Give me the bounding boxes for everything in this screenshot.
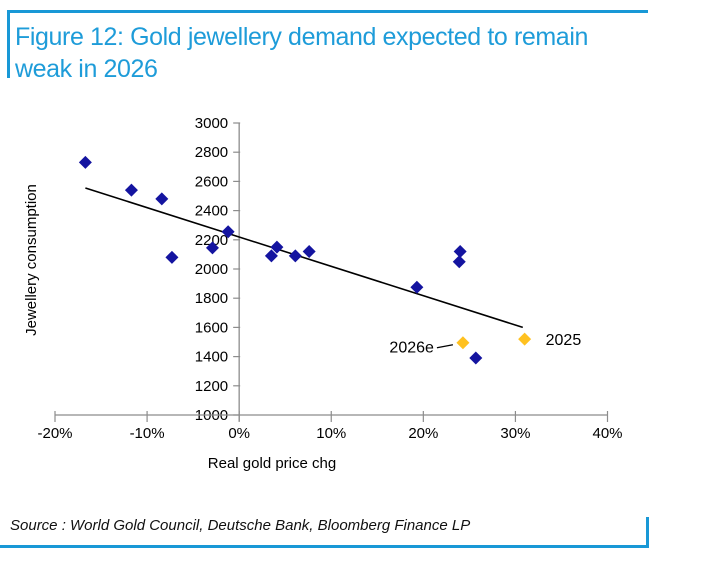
y-tick-label: 2400 [195, 203, 228, 220]
figure-title-line1: Figure 12: Gold jewellery demand expecte… [15, 23, 588, 51]
x-tick-label: -20% [37, 425, 72, 442]
header-top-border [7, 10, 648, 13]
data-point-jewellery-consumption-history [155, 192, 169, 206]
y-tick-label: 3000 [195, 115, 228, 132]
data-point-jewellery-consumption-history [453, 244, 467, 258]
x-tick-label: -10% [130, 425, 165, 442]
data-point-jewellery-consumption-history [452, 255, 466, 269]
figure-title-line2: weak in 2026 [15, 55, 158, 83]
data-point-jewellery-consumption-history [124, 183, 138, 197]
data-point-jewellery-consumption-history [410, 280, 424, 294]
x-tick-label: 10% [316, 425, 346, 442]
y-tick-label: 2000 [195, 261, 228, 278]
x-tick-label: 30% [500, 425, 530, 442]
header-left-border [7, 10, 10, 78]
y-tick-label: 1800 [195, 290, 228, 307]
point-label-2025: 2025 [546, 332, 582, 349]
data-point-jewellery-consumption-history [78, 155, 92, 169]
footer-bottom-border [0, 545, 649, 548]
figure-title: Figure 12: Gold jewellery demand expecte… [15, 21, 655, 85]
data-point-highlighted-years [518, 332, 532, 346]
source-text: Source : World Gold Council, Deutsche Ba… [10, 517, 471, 534]
data-point-jewellery-consumption-history [288, 249, 302, 263]
callout-line [436, 344, 454, 349]
footer-corner-bar [646, 517, 649, 548]
data-point-highlighted-years [456, 336, 470, 350]
x-tick-label: 40% [592, 425, 622, 442]
data-point-jewellery-consumption-history [205, 241, 219, 255]
data-point-jewellery-consumption-history [221, 225, 235, 239]
data-point-jewellery-consumption-history [469, 351, 483, 365]
y-tick-label: 2800 [195, 144, 228, 161]
data-point-jewellery-consumption-history [264, 249, 278, 263]
data-point-jewellery-consumption-history [165, 250, 179, 264]
x-axis-title: Real gold price chg [208, 455, 336, 472]
x-tick-label: 20% [408, 425, 438, 442]
trendline [85, 187, 524, 329]
x-tick-label: 0% [228, 425, 250, 442]
y-tick-label: 1600 [195, 319, 228, 336]
y-axis-title: Jewellery consumption [23, 184, 40, 336]
data-point-jewellery-consumption-history [270, 240, 284, 254]
point-label-2026e: 2026e [389, 340, 434, 357]
scatter-chart: 1000120014001600180020002200240026002800… [23, 115, 623, 472]
y-tick-label: 2600 [195, 173, 228, 190]
y-tick-label: 2200 [195, 232, 228, 249]
y-tick-label: 1200 [195, 378, 228, 395]
y-tick-label: 1400 [195, 349, 228, 366]
data-point-jewellery-consumption-history [302, 244, 316, 258]
